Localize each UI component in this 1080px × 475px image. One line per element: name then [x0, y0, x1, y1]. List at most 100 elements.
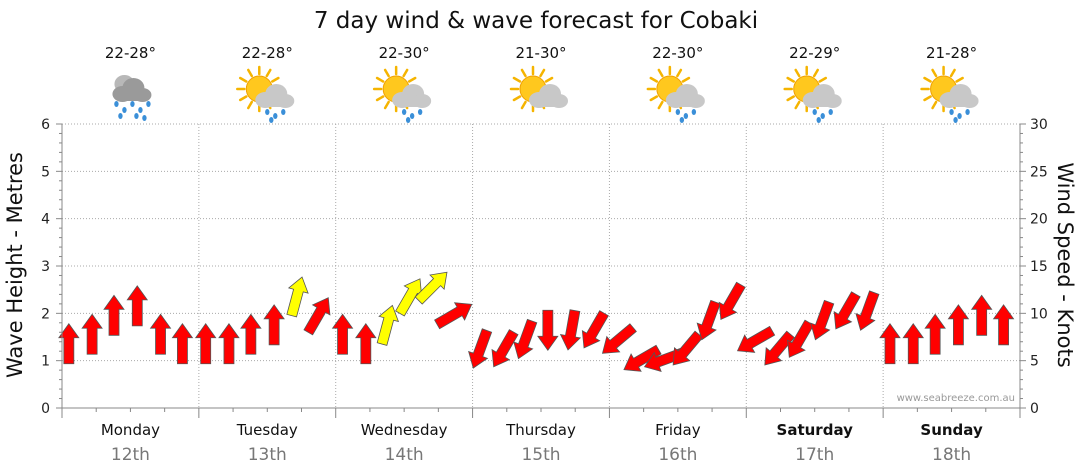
temperature-label: 22-30°: [379, 44, 430, 62]
sun-ray: [649, 76, 659, 83]
rain-drop: [405, 117, 411, 123]
cloud-base: [806, 100, 837, 107]
y-axis-left-title: Wave Height - Metres: [3, 152, 27, 378]
sun-ray: [265, 68, 272, 78]
sun-ray: [786, 95, 795, 102]
rain-drop: [138, 107, 143, 113]
rain-drop: [949, 109, 954, 115]
day-date-label: 17th: [795, 445, 834, 465]
sun-ray: [812, 68, 819, 78]
chart-plot-area: [58, 271, 1015, 373]
wind-arrow: [58, 323, 80, 365]
wind-arrow: [696, 299, 721, 341]
temperature-label: 21-30°: [515, 44, 566, 62]
rain-drop: [812, 109, 817, 115]
rain-drop: [957, 113, 962, 119]
wind-arrow: [764, 330, 795, 366]
cloud-shape: [112, 78, 152, 102]
day-name-label: Tuesday: [236, 421, 298, 439]
chart-grid: [62, 123, 1020, 409]
temperature-label: 22-29°: [789, 44, 840, 62]
wind-arrow-shape: [924, 313, 946, 355]
wind-arrow-shape: [149, 313, 172, 355]
wind-arrow: [513, 318, 538, 360]
day-name-label: Monday: [101, 421, 160, 439]
sun-ray: [402, 68, 409, 78]
y-left-tick-label: 6: [41, 117, 50, 133]
sun-ray: [949, 68, 956, 78]
wind-arrow: [414, 271, 448, 305]
rain-drop: [269, 117, 274, 123]
wind-arrow: [218, 323, 240, 365]
sun-ray: [923, 95, 932, 102]
wind-arrow: [468, 328, 493, 369]
wind-arrow: [491, 329, 519, 368]
temperature-labels: 22-28° 22-28° 22-30° 21-30° 22-30° 22-29° 21-2…: [105, 44, 977, 62]
cloud-shape: [255, 84, 295, 108]
sun-ray: [931, 100, 938, 110]
day-date-label: 14th: [385, 445, 424, 465]
wind-arrow-shape: [810, 299, 835, 341]
sun-ray: [955, 76, 964, 83]
wind-arrow-shape: [559, 309, 582, 351]
rain-drop: [683, 113, 689, 119]
cloud-shape: [392, 84, 432, 108]
chart-title: 7 day wind & wave forecast for Cobaki: [314, 8, 758, 34]
wind-arrow: [240, 313, 262, 355]
sun-ray: [383, 68, 390, 78]
wind-arrow: [672, 330, 704, 366]
cloud-shape: [529, 84, 568, 108]
wind-arrow: [537, 309, 559, 351]
wind-arrow-shape: [434, 302, 473, 330]
wind-arrow-shape: [491, 329, 519, 368]
wind-arrow: [855, 290, 880, 331]
rain-drop: [114, 101, 119, 107]
sun-ray: [794, 100, 801, 110]
sun-ray: [676, 68, 683, 78]
sun-ray: [520, 68, 527, 78]
cloud-base: [533, 100, 563, 107]
wind-arrow: [601, 323, 637, 354]
sun-ray: [786, 76, 795, 83]
rain-drop: [691, 109, 697, 115]
wind-arrow-shape: [855, 290, 880, 331]
rain-drop: [281, 109, 286, 115]
sun-cloud-rain-icon: [783, 65, 842, 123]
rain-drop: [816, 117, 821, 123]
sun-ray: [794, 68, 801, 78]
rain-drop: [417, 109, 423, 115]
wind-arrow-shape: [286, 276, 309, 318]
sun-ray: [512, 95, 522, 102]
temperature-label: 21-28°: [926, 44, 977, 62]
wind-arrow-shape: [623, 344, 662, 372]
weather-icons: [112, 65, 979, 123]
sun-ray: [375, 95, 385, 102]
y-left-tick-label: 2: [41, 306, 50, 322]
wind-arrow: [924, 313, 946, 355]
wind-arrow: [833, 291, 861, 330]
credit-label: www.seabreeze.com.au: [897, 393, 1015, 404]
wind-arrow-shape: [263, 304, 285, 346]
rain-drop: [118, 113, 123, 119]
wind-arrow-shape: [764, 330, 795, 366]
day-name-label: Wednesday: [361, 421, 448, 439]
rain-drop: [130, 101, 135, 107]
day-name-label: Friday: [655, 421, 701, 439]
wind-arrow: [286, 276, 309, 318]
y-axis-right-title: Wind Speed - Knots: [1053, 162, 1077, 367]
cloud-shape: [802, 84, 842, 108]
wind-arrow-shape: [171, 323, 194, 365]
wind-arrow: [81, 313, 103, 355]
wind-arrow: [303, 297, 331, 336]
wind-arrow-shape: [787, 319, 815, 358]
wind-arrow-shape: [902, 323, 925, 365]
sun-ray: [271, 76, 280, 83]
wind-arrow-shape: [581, 310, 609, 349]
wind-arrow-shape: [970, 294, 993, 336]
wind-arrow-shape: [947, 304, 970, 346]
sun-ray: [407, 76, 417, 83]
wind-arrow-shape: [194, 323, 217, 365]
cloud-shape: [665, 84, 705, 108]
y-right-tick-label: 20: [1030, 212, 1048, 228]
